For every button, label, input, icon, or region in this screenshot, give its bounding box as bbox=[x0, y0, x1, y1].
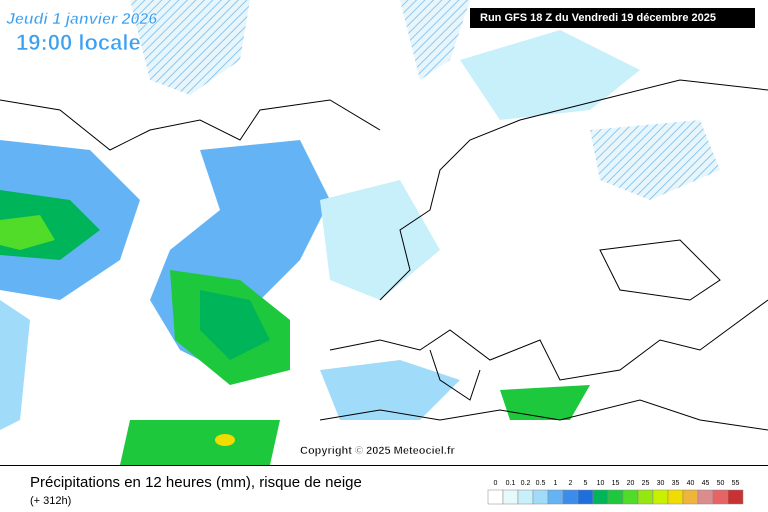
legend-swatch bbox=[577, 489, 594, 505]
run-box bbox=[470, 8, 755, 28]
footer-lead: (+ 312h) bbox=[30, 495, 71, 507]
legend-swatch bbox=[607, 489, 624, 505]
legend-swatch bbox=[682, 489, 699, 505]
legend-label: 25 bbox=[642, 480, 650, 487]
coastlines bbox=[0, 79, 768, 431]
legend-swatch bbox=[487, 489, 504, 505]
legend-swatch bbox=[637, 489, 654, 505]
legend-label: 5 bbox=[584, 480, 588, 487]
legend-swatch bbox=[622, 489, 639, 505]
legend-label: 55 bbox=[732, 480, 740, 487]
legend-label: 45 bbox=[702, 480, 710, 487]
legend-label: 2 bbox=[569, 480, 573, 487]
legend-swatch bbox=[712, 489, 729, 505]
legend-swatch bbox=[667, 489, 684, 505]
legend-label: 40 bbox=[687, 480, 695, 487]
forecast-date: Jeudi 1 janvier 2026 bbox=[6, 11, 157, 28]
run-info: Run GFS 18 Z du Vendredi 19 décembre 202… bbox=[480, 12, 716, 24]
legend-label: 50 bbox=[717, 480, 725, 487]
legend: 0 0.1 0.2 0.5 1 2 5 10 15 20 25 30 35 40 45 50 55 bbox=[487, 480, 744, 505]
legend-swatch bbox=[652, 489, 669, 505]
legend-swatch bbox=[547, 489, 564, 505]
legend-label: 35 bbox=[672, 480, 680, 487]
legend-swatch bbox=[727, 489, 744, 505]
legend-label: 1 bbox=[554, 480, 558, 487]
legend-swatch bbox=[532, 489, 549, 505]
legend-swatch bbox=[592, 489, 609, 505]
legend-swatch bbox=[517, 489, 534, 505]
forecast-time: 19:00 locale bbox=[16, 30, 141, 55]
legend-label: 30 bbox=[657, 480, 665, 487]
legend-label: 15 bbox=[612, 480, 620, 487]
legend-label: 0.1 bbox=[506, 480, 516, 487]
legend-swatch bbox=[697, 489, 714, 505]
legend-label: 20 bbox=[627, 480, 635, 487]
legend-label: 10 bbox=[597, 480, 605, 487]
copyright: Copyright © 2025 Meteociel.fr bbox=[300, 445, 456, 457]
legend-label: 0 bbox=[494, 480, 498, 487]
legend-label: 0.2 bbox=[521, 480, 531, 487]
legend-swatch bbox=[502, 489, 519, 505]
footer-title: Précipitations en 12 heures (mm), risque… bbox=[30, 474, 362, 491]
legend-swatch bbox=[562, 489, 579, 505]
legend-label: 0.5 bbox=[536, 480, 546, 487]
precipitation bbox=[0, 0, 720, 465]
